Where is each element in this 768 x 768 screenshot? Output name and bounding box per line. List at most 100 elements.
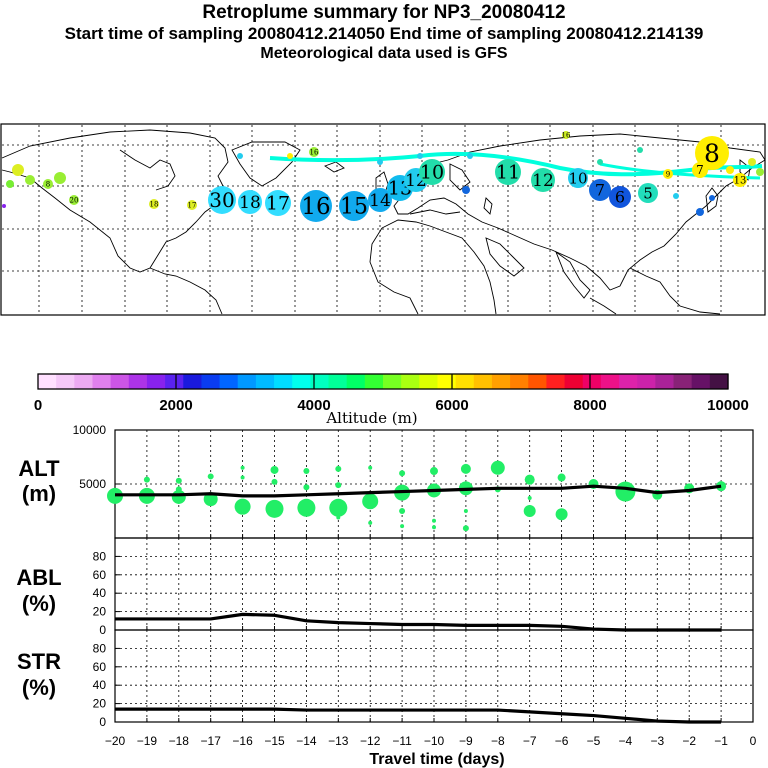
altitude-point (368, 520, 373, 525)
colorbar-cell (128, 374, 148, 389)
plume-marker-label: 14 (369, 191, 391, 211)
altitude-point (462, 525, 469, 532)
coast-caspian (483, 197, 493, 215)
plume-marker (149, 199, 159, 209)
plume-marker (265, 190, 291, 216)
coast-scandinavia (449, 163, 471, 191)
x-tick-label: −4 (619, 734, 633, 748)
abl-y-tick-label: 40 (93, 586, 107, 600)
coast-eurasia (393, 133, 766, 291)
x-tick-label: −10 (424, 734, 445, 748)
x-tick-label: −16 (232, 734, 253, 748)
colorbar-tick-label: 10000 (707, 397, 749, 414)
colorbar-cell (383, 374, 402, 389)
str-series-line (115, 707, 722, 724)
series-lines (115, 484, 722, 724)
altitude-point (336, 515, 341, 520)
colorbar-cell (491, 374, 511, 389)
plume-marker (663, 169, 673, 179)
coast-mediterranean (409, 209, 461, 215)
colorbar-cell (255, 374, 275, 389)
coast-greenland (231, 141, 301, 187)
altitude-point (175, 477, 182, 484)
colorbar-cell (600, 374, 620, 389)
y-tick-labels: 10000 5000 80 60 40 20 0 80 60 40 20 0 (73, 423, 107, 729)
colorbar-cell (546, 374, 566, 389)
altitude-point (399, 470, 406, 477)
colorbar-cell (165, 374, 184, 389)
colorbar-cell (346, 374, 366, 389)
colorbar-cell (401, 374, 420, 389)
plume-marker-label: 7 (595, 181, 605, 200)
colorbar-tick-label: 8000 (573, 397, 606, 414)
colorbar-cell (274, 374, 293, 389)
coast-west-africa (369, 227, 419, 315)
colorbar-tick-label: 6000 (435, 397, 468, 414)
altitude-point (303, 484, 310, 491)
plume-marker (419, 159, 445, 185)
plume-marker (531, 168, 555, 192)
alt-y-tick-label: 5000 (79, 477, 106, 491)
small-marker (748, 158, 756, 166)
x-tick-label: −18 (169, 734, 190, 748)
chart-title: Retroplume summary for NP3_20080412 (202, 2, 566, 23)
x-tick-label: −5 (587, 734, 601, 748)
coast-central-america (149, 267, 223, 315)
plume-marker-label: 13 (734, 176, 747, 187)
altitude-point (463, 509, 468, 513)
plume-marker (208, 186, 236, 214)
altitude-point (297, 498, 316, 517)
colorbar-cell (328, 374, 348, 389)
x-tick-label: −15 (264, 734, 285, 748)
plume-marker-label: 18 (150, 200, 159, 208)
altitude-point (203, 492, 218, 507)
colorbar-tick-label: 4000 (297, 397, 330, 414)
altitude-point (400, 524, 405, 529)
altitude-point (270, 465, 279, 474)
small-marker (696, 208, 704, 216)
altitude-scatter (107, 460, 727, 532)
colorbar-cell (364, 374, 384, 389)
x-tick-label: −9 (459, 734, 473, 748)
x-tick-label: −19 (137, 734, 158, 748)
altitude-point (335, 482, 342, 489)
altitude-point (555, 508, 568, 521)
plume-marker-label: 17 (266, 193, 290, 215)
str-y-tick-label: 60 (93, 660, 107, 674)
small-marker (2, 204, 6, 208)
plume-marker (69, 195, 79, 205)
altitude-point (368, 465, 373, 470)
colorbar-cell (473, 374, 493, 389)
plume-marker-label: 12 (532, 171, 554, 191)
plume-marker (562, 131, 570, 139)
plume-marker (309, 147, 319, 157)
plume-marker-label: 11 (496, 162, 520, 184)
colorbar-cell (310, 374, 330, 389)
plume-marker (495, 159, 521, 185)
x-tick-label: −1 (714, 734, 728, 748)
plume-marker (733, 173, 747, 187)
abl-y-tick-label: 60 (93, 568, 107, 582)
str-panel-label: STR (17, 649, 61, 674)
plume-marker-label: 7 (696, 163, 704, 177)
altitude-point (335, 465, 342, 472)
colorbar-cell (419, 374, 439, 389)
plume-marker (187, 200, 197, 210)
plume-marker (695, 136, 729, 170)
colorbar-cell (219, 374, 239, 389)
altitude-point (329, 498, 348, 517)
colorbar-cell (637, 374, 656, 389)
str-y-tick-label: 40 (93, 678, 107, 692)
altitude-point (362, 493, 379, 510)
plume-marker-label: 6 (615, 188, 625, 207)
panel-gridlines (115, 430, 753, 722)
altitude-point (523, 505, 536, 517)
colorbar-cell (691, 374, 711, 389)
altitude-point (430, 467, 438, 476)
str-y-tick-label: 20 (93, 697, 107, 711)
coast-southeast-asia (629, 267, 721, 315)
colorbar-cell (110, 374, 130, 389)
x-tick-label: −2 (682, 734, 696, 748)
